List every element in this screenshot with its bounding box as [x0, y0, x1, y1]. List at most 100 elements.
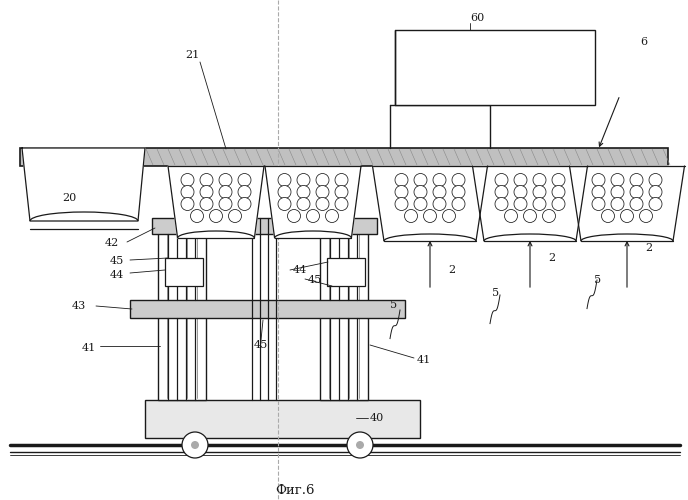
Circle shape	[297, 186, 310, 198]
Circle shape	[630, 174, 643, 186]
Text: 5: 5	[492, 288, 499, 298]
Text: 2: 2	[548, 253, 555, 263]
Circle shape	[288, 210, 301, 222]
Circle shape	[592, 198, 605, 210]
Circle shape	[335, 174, 348, 186]
Circle shape	[504, 210, 517, 222]
Text: 43: 43	[72, 301, 86, 311]
Bar	[145, 400, 420, 438]
Circle shape	[640, 210, 652, 222]
Circle shape	[452, 198, 465, 210]
Circle shape	[181, 174, 194, 186]
Circle shape	[395, 198, 408, 210]
Circle shape	[356, 441, 364, 449]
Circle shape	[621, 210, 634, 222]
Polygon shape	[168, 166, 264, 238]
Bar	[152, 218, 377, 234]
Circle shape	[238, 174, 251, 186]
Circle shape	[649, 174, 662, 186]
Circle shape	[552, 198, 565, 210]
Text: 21: 21	[185, 50, 200, 60]
Text: 44: 44	[110, 270, 125, 280]
Polygon shape	[570, 166, 685, 241]
Circle shape	[278, 186, 291, 198]
Circle shape	[433, 174, 446, 186]
Circle shape	[335, 198, 348, 210]
Circle shape	[200, 198, 213, 210]
Bar	[327, 258, 365, 286]
Circle shape	[297, 174, 310, 186]
Polygon shape	[22, 148, 145, 221]
Circle shape	[514, 174, 527, 186]
Circle shape	[191, 441, 199, 449]
Text: 45: 45	[308, 275, 322, 285]
Circle shape	[601, 210, 614, 222]
Circle shape	[592, 174, 605, 186]
Text: 42: 42	[105, 238, 119, 248]
Circle shape	[325, 210, 338, 222]
Circle shape	[219, 174, 232, 186]
Circle shape	[424, 210, 436, 222]
Text: 2: 2	[645, 243, 652, 253]
Circle shape	[495, 186, 508, 198]
Circle shape	[414, 186, 427, 198]
Circle shape	[191, 210, 204, 222]
Text: 5: 5	[594, 275, 601, 285]
Polygon shape	[473, 166, 588, 241]
Circle shape	[306, 210, 319, 222]
Circle shape	[316, 174, 329, 186]
Circle shape	[335, 186, 348, 198]
Circle shape	[395, 186, 408, 198]
Circle shape	[495, 174, 508, 186]
Circle shape	[611, 174, 624, 186]
Circle shape	[611, 198, 624, 210]
Circle shape	[395, 174, 408, 186]
Circle shape	[452, 174, 465, 186]
Circle shape	[316, 186, 329, 198]
Circle shape	[611, 186, 624, 198]
Circle shape	[442, 210, 455, 222]
Circle shape	[552, 186, 565, 198]
Circle shape	[210, 210, 222, 222]
Text: 6: 6	[640, 37, 647, 47]
Circle shape	[592, 186, 605, 198]
Polygon shape	[265, 166, 361, 238]
Circle shape	[228, 210, 241, 222]
Text: 5: 5	[390, 300, 397, 310]
Text: 41: 41	[417, 355, 431, 365]
Bar	[20, 148, 668, 166]
Circle shape	[181, 186, 194, 198]
Text: 60: 60	[470, 13, 484, 23]
Circle shape	[316, 198, 329, 210]
Text: 45: 45	[110, 256, 125, 266]
Text: 45: 45	[254, 340, 268, 350]
Circle shape	[347, 432, 373, 458]
Circle shape	[219, 198, 232, 210]
Circle shape	[452, 186, 465, 198]
Circle shape	[524, 210, 537, 222]
Circle shape	[238, 198, 251, 210]
Circle shape	[278, 198, 291, 210]
Circle shape	[182, 432, 208, 458]
Circle shape	[630, 186, 643, 198]
Circle shape	[533, 186, 546, 198]
Circle shape	[649, 198, 662, 210]
Circle shape	[238, 186, 251, 198]
Text: 40: 40	[370, 413, 385, 423]
Bar	[395, 30, 595, 105]
Circle shape	[405, 210, 418, 222]
Circle shape	[414, 174, 427, 186]
Circle shape	[514, 198, 527, 210]
Circle shape	[433, 198, 446, 210]
Text: Фиг.6: Фиг.6	[275, 484, 314, 496]
Circle shape	[200, 186, 213, 198]
Circle shape	[219, 186, 232, 198]
Polygon shape	[372, 166, 488, 241]
Circle shape	[552, 174, 565, 186]
Circle shape	[297, 198, 310, 210]
Circle shape	[533, 174, 546, 186]
Bar	[130, 300, 405, 318]
Circle shape	[630, 198, 643, 210]
Circle shape	[514, 186, 527, 198]
Circle shape	[495, 198, 508, 210]
